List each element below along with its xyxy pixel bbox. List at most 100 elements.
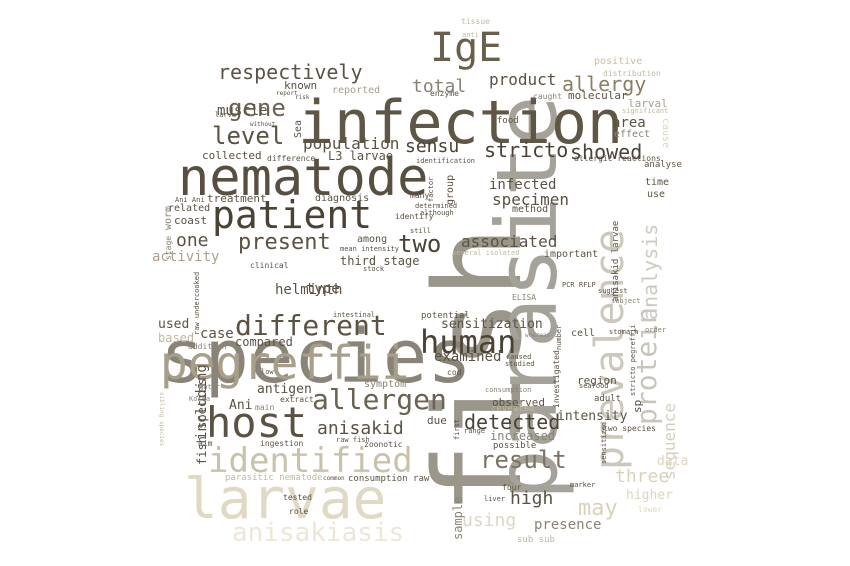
word-meanintensity: mean intensity bbox=[340, 245, 400, 253]
word-time: time bbox=[645, 177, 670, 188]
word-siblingspecies: sibling species bbox=[158, 392, 165, 447]
word-seafood: seafood bbox=[579, 382, 609, 390]
word-low: low bbox=[261, 368, 274, 376]
word-related: related bbox=[168, 203, 211, 214]
word-region: region bbox=[577, 374, 617, 387]
word-report: report bbox=[276, 90, 298, 97]
word-stricto: stricto bbox=[484, 138, 569, 162]
word-intestinal: intestinal bbox=[333, 311, 376, 319]
word-elisa: ELISA bbox=[512, 293, 537, 302]
word-common: common bbox=[323, 475, 345, 482]
word-sensitization: sensitization bbox=[441, 317, 543, 332]
word-ani: Ani bbox=[229, 398, 253, 413]
word-among: among bbox=[357, 234, 388, 245]
word-number: number bbox=[555, 324, 563, 350]
word-infection: infection bbox=[298, 88, 624, 158]
word-main: main bbox=[255, 403, 275, 412]
word-sample: sample bbox=[451, 496, 465, 540]
word-one: one bbox=[176, 230, 209, 251]
word-strictopegreffii: stricto pegreffii bbox=[629, 324, 637, 396]
word-tissue: tissue bbox=[461, 17, 490, 26]
word-parasiticnematode: parasitic nematode bbox=[225, 473, 323, 483]
word-zoonotic: zoonotic bbox=[364, 440, 403, 449]
word-may: may bbox=[578, 496, 618, 521]
word-marker: marker bbox=[570, 481, 596, 489]
word-species: species bbox=[160, 314, 472, 400]
word-allergy: allergy bbox=[562, 72, 647, 96]
word-result: result bbox=[480, 446, 567, 474]
word-caught: caught bbox=[533, 92, 562, 101]
word-larva: larva bbox=[215, 111, 237, 119]
word-possible: possible bbox=[493, 441, 537, 451]
word-presence: presence bbox=[534, 517, 602, 533]
word-helminth: helminth bbox=[275, 282, 343, 298]
word-present: present bbox=[238, 230, 331, 255]
word-analyse: analyse bbox=[644, 160, 682, 170]
word-pcrrflp: PCR RFLP bbox=[562, 281, 596, 289]
word-anti: anti bbox=[462, 31, 479, 39]
word-revealed: revealed bbox=[491, 404, 535, 414]
word-identified: identified bbox=[208, 441, 413, 481]
word-studied: studied bbox=[505, 360, 535, 368]
word-cod: cod bbox=[447, 368, 462, 377]
word-sp: sp bbox=[631, 399, 644, 413]
word-determined: determined bbox=[415, 202, 458, 210]
word-cell: cell bbox=[571, 328, 596, 339]
word-used: used bbox=[158, 317, 190, 332]
word-coast: coast bbox=[174, 214, 208, 227]
word-antigen: antigen bbox=[257, 382, 312, 397]
word-method: method bbox=[512, 204, 549, 215]
word-l3larvae: L3 larvae bbox=[328, 149, 394, 163]
word-sensu: sensu bbox=[405, 136, 460, 157]
word-treatment: treatment bbox=[207, 192, 267, 205]
word-significant: significant bbox=[622, 107, 669, 115]
word-anisakid: anisakid bbox=[317, 418, 404, 439]
word-distribution: distribution bbox=[603, 69, 661, 78]
word-product: product bbox=[489, 70, 557, 89]
word-activity: activity bbox=[152, 249, 220, 265]
word-first: first bbox=[453, 418, 461, 440]
word-ige: IgE bbox=[430, 25, 503, 71]
word-respectively: respectively bbox=[218, 60, 363, 84]
word-gene: gene bbox=[228, 94, 286, 122]
word-symptom: symptom bbox=[364, 379, 407, 390]
word-due: due bbox=[427, 414, 447, 427]
word-population: population bbox=[303, 134, 400, 153]
word-undercooked: raw undercooked bbox=[193, 271, 201, 335]
word-total: total bbox=[412, 76, 467, 97]
word-thirdstage: third stage bbox=[340, 254, 420, 268]
word-addition: addition bbox=[188, 342, 227, 351]
word-cause: cause bbox=[660, 118, 671, 149]
word-two: two bbox=[398, 230, 442, 258]
word-associated: associated bbox=[461, 232, 558, 251]
word-intensity: intensity bbox=[557, 409, 628, 424]
word-diagnosis: diagnosis bbox=[315, 193, 370, 204]
word-severalisolated: several isolated bbox=[452, 249, 520, 257]
word-three: three bbox=[615, 466, 670, 487]
word-showed: showed bbox=[570, 140, 643, 164]
word-reported: reported bbox=[332, 85, 381, 96]
word-subject: subject bbox=[611, 297, 641, 305]
word-stomach: stomach bbox=[609, 328, 639, 336]
word-aniani: Ani Ani bbox=[175, 196, 205, 204]
word-positive: positive bbox=[594, 56, 643, 67]
word-korea: Korea bbox=[189, 395, 211, 403]
word-range: range bbox=[464, 427, 486, 435]
word-allergicreactions: allergic reactions bbox=[574, 154, 661, 163]
word-risk: risk bbox=[295, 94, 310, 101]
word-liver: liver bbox=[484, 495, 506, 503]
word-stock: stock bbox=[363, 265, 385, 273]
word-level: level bbox=[212, 122, 285, 150]
word-difference: difference bbox=[267, 154, 316, 163]
word-although: although bbox=[420, 209, 454, 217]
word-area: area bbox=[612, 115, 646, 131]
word-observed: observed bbox=[492, 396, 545, 409]
word-anisakiasis: anisakiasis bbox=[232, 518, 405, 548]
word-increased: increased bbox=[490, 429, 556, 443]
word-consumptionraw: consumption raw bbox=[348, 474, 430, 484]
word-use: use bbox=[647, 189, 666, 200]
word-factor: factor bbox=[427, 176, 435, 202]
word-suggest: suggest bbox=[598, 287, 628, 295]
word-lower: lower bbox=[638, 505, 663, 514]
